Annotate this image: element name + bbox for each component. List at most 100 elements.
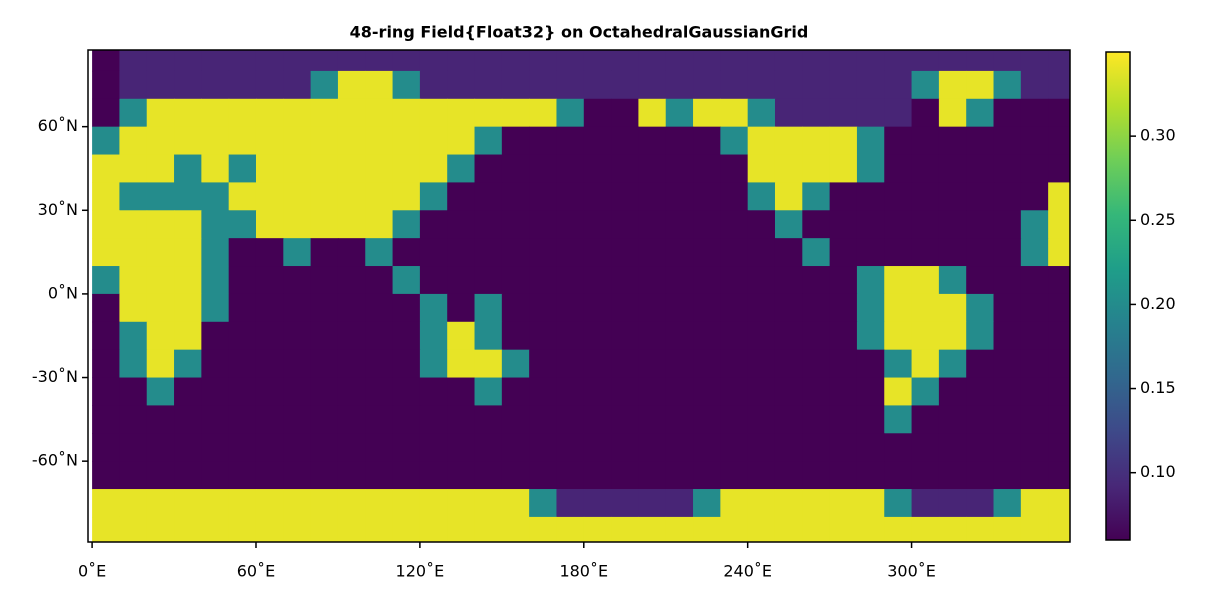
cell [474,293,503,323]
cell [802,98,831,128]
cell [611,210,639,239]
cell [747,154,776,183]
cell [310,461,339,490]
cell [638,238,667,267]
cell [665,433,694,462]
cell [310,70,339,100]
cell [829,266,858,295]
heatmap [92,50,1070,542]
cell [911,489,940,518]
cell [310,377,339,406]
plot-frame [87,49,1071,543]
cell [665,489,694,518]
cell [911,266,940,295]
cell [146,489,175,518]
cell [884,433,913,462]
cell [529,461,557,490]
cell [419,154,448,183]
cell [365,377,394,406]
x-tick-label: 60˚E [237,562,275,581]
cell [993,50,1022,72]
cell [583,293,612,323]
cell [283,321,312,351]
cell [337,210,366,239]
cell [856,321,885,351]
cell [146,210,175,239]
cell [884,70,913,100]
cell [501,50,530,72]
cell [174,377,202,406]
cell [392,405,421,434]
cell [283,70,312,100]
cell [829,349,858,379]
cell [720,321,749,351]
cell [255,238,284,267]
cell [337,349,366,379]
cell [993,377,1022,406]
cell [774,98,803,128]
cell [993,70,1022,100]
cell [447,489,476,518]
cell [337,238,366,267]
cell [474,98,503,128]
cell [911,461,940,490]
cell [119,293,148,323]
cell [911,210,940,239]
cell [611,70,639,100]
cell [501,433,530,462]
cell [583,461,612,490]
cell [337,461,366,490]
cell [583,516,612,542]
cell [1048,238,1070,267]
cell [119,126,148,156]
cell [665,210,694,239]
cell [993,433,1022,462]
cell [884,516,913,542]
cell [174,349,202,379]
cell [529,210,557,239]
cell [119,210,148,239]
cell [556,405,585,434]
cell [611,516,639,542]
cell [228,154,257,183]
cell [720,377,749,406]
colorbar-tick-label: 0.25 [1140,210,1176,229]
cell [802,433,831,462]
cell [119,405,148,434]
cell [884,349,913,379]
cell [747,182,776,211]
cell [611,405,639,434]
cell [529,293,557,323]
cell [283,293,312,323]
cell [583,50,612,72]
cell [966,293,995,323]
cell [556,238,585,267]
cell [255,182,284,211]
cell [92,210,120,239]
cell [283,266,312,295]
cell [310,349,339,379]
cell [638,349,667,379]
cell [693,266,721,295]
cell [501,238,530,267]
cell [747,377,776,406]
cell [556,266,585,295]
cell [993,266,1022,295]
cell [365,182,394,211]
cell [747,50,776,72]
cell [638,154,667,183]
cell [337,126,366,156]
cell [337,489,366,518]
cell [665,70,694,100]
cell [447,50,476,72]
cell [665,293,694,323]
cell [638,377,667,406]
cell [829,433,858,462]
cell [392,98,421,128]
cell [856,461,885,490]
cell [419,405,448,434]
y-tick-label: 60˚N [38,116,78,135]
cell [310,293,339,323]
y-tick-label: 0˚N [48,283,78,302]
